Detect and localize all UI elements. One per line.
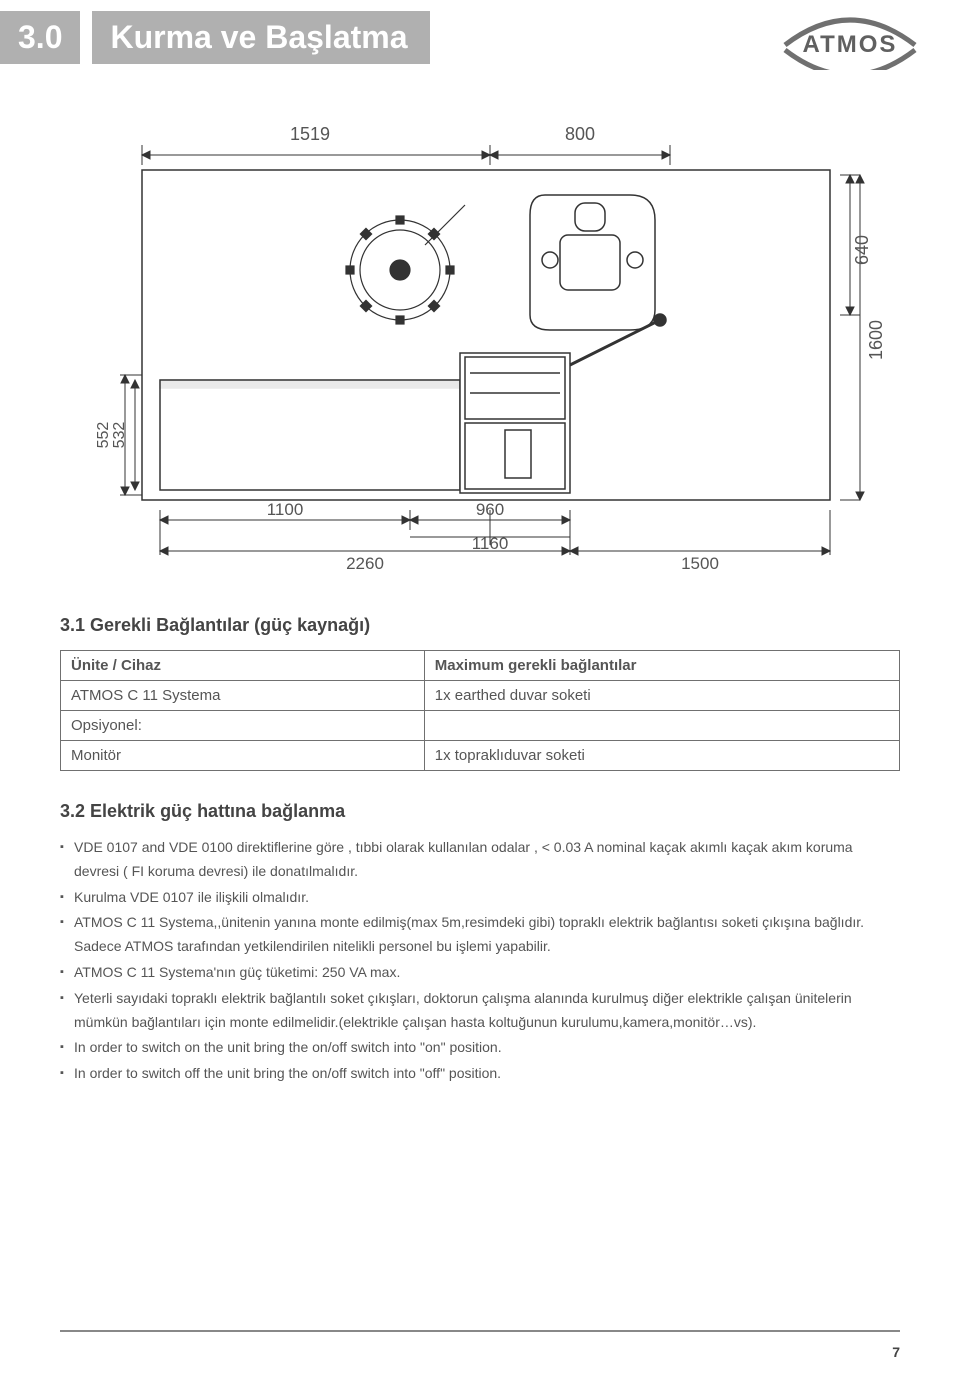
dim-left-lower: 532 (111, 422, 128, 449)
list-item: In order to switch on the unit bring the… (60, 1036, 900, 1060)
list-item: In order to switch off the unit bring th… (60, 1062, 900, 1086)
page-number: 7 (892, 1344, 900, 1360)
dim-bottom-1500: 1500 (681, 554, 719, 573)
page-header: 3.0 Kurma ve Başlatma ATMOS (0, 0, 960, 75)
cabinet-icon (160, 314, 666, 493)
table-cell: ATMOS C 11 Systema (61, 681, 425, 711)
table-cell: 1x earthed duvar soketi (424, 681, 899, 711)
table-cell: Opsiyonel: (61, 711, 425, 741)
section-banner: 3.0 Kurma ve Başlatma (0, 11, 430, 64)
dim-bottom-2260: 2260 (346, 554, 384, 573)
table-row: Opsiyonel: (61, 711, 900, 741)
dim-bottom-1100: 1100 (267, 500, 304, 519)
table-cell: Maximum gerekli bağlantılar (424, 651, 899, 681)
section-title: Kurma ve Başlatma (92, 11, 429, 64)
installation-diagram: 1519 800 640 1600 552 (70, 115, 890, 585)
dim-top-left: 1519 (290, 124, 330, 144)
table-row: Monitör 1x topraklıduvar soketi (61, 741, 900, 771)
list-item: Yeterli sayıdaki topraklı elektrik bağla… (60, 987, 900, 1035)
table-cell: Monitör (61, 741, 425, 771)
sub32-heading: 3.2 Elektrik güç hattına bağlanma (60, 801, 900, 822)
logo-icon: ATMOS (780, 0, 920, 70)
atmos-logo: ATMOS (780, 0, 920, 75)
dim-left-upper: 552 (95, 422, 112, 449)
footer-rule (60, 1330, 900, 1332)
dim-bottom-960: 960 (476, 500, 504, 519)
table-cell: Ünite / Cihaz (61, 651, 425, 681)
circular-unit-icon (346, 205, 465, 324)
dim-bottom-1160: 1160 (472, 534, 509, 553)
subsection-3-2: 3.2 Elektrik güç hattına bağlanma (0, 801, 960, 822)
list-item: ATMOS C 11 Systema'nın güç tüketimi: 250… (60, 961, 900, 985)
list-item: Kurulma VDE 0107 ile ilişkili olmalıdır. (60, 886, 900, 910)
table-row: Ünite / Cihaz Maximum gerekli bağlantıla… (61, 651, 900, 681)
svg-text:ATMOS: ATMOS (803, 31, 898, 58)
connections-table: Ünite / Cihaz Maximum gerekli bağlantıla… (60, 650, 900, 771)
chair-icon (530, 195, 655, 330)
dim-right-lower: 1600 (866, 320, 886, 360)
section-number: 3.0 (0, 11, 80, 64)
dim-right-upper: 640 (852, 235, 872, 265)
dim-top-right: 800 (565, 124, 595, 144)
subsection-3-1: 3.1 Gerekli Bağlantılar (güç kaynağı) Ün… (0, 615, 960, 771)
table-row: ATMOS C 11 Systema 1x earthed duvar soke… (61, 681, 900, 711)
list-item: VDE 0107 and VDE 0100 direktiflerine gör… (60, 836, 900, 884)
table-cell: 1x topraklıduvar soketi (424, 741, 899, 771)
sub31-heading: 3.1 Gerekli Bağlantılar (güç kaynağı) (60, 615, 900, 636)
table-cell (424, 711, 899, 741)
sub32-bullets: VDE 0107 and VDE 0100 direktiflerine gör… (0, 836, 960, 1086)
list-item: ATMOS C 11 Systema,,ünitenin yanına mont… (60, 911, 900, 959)
